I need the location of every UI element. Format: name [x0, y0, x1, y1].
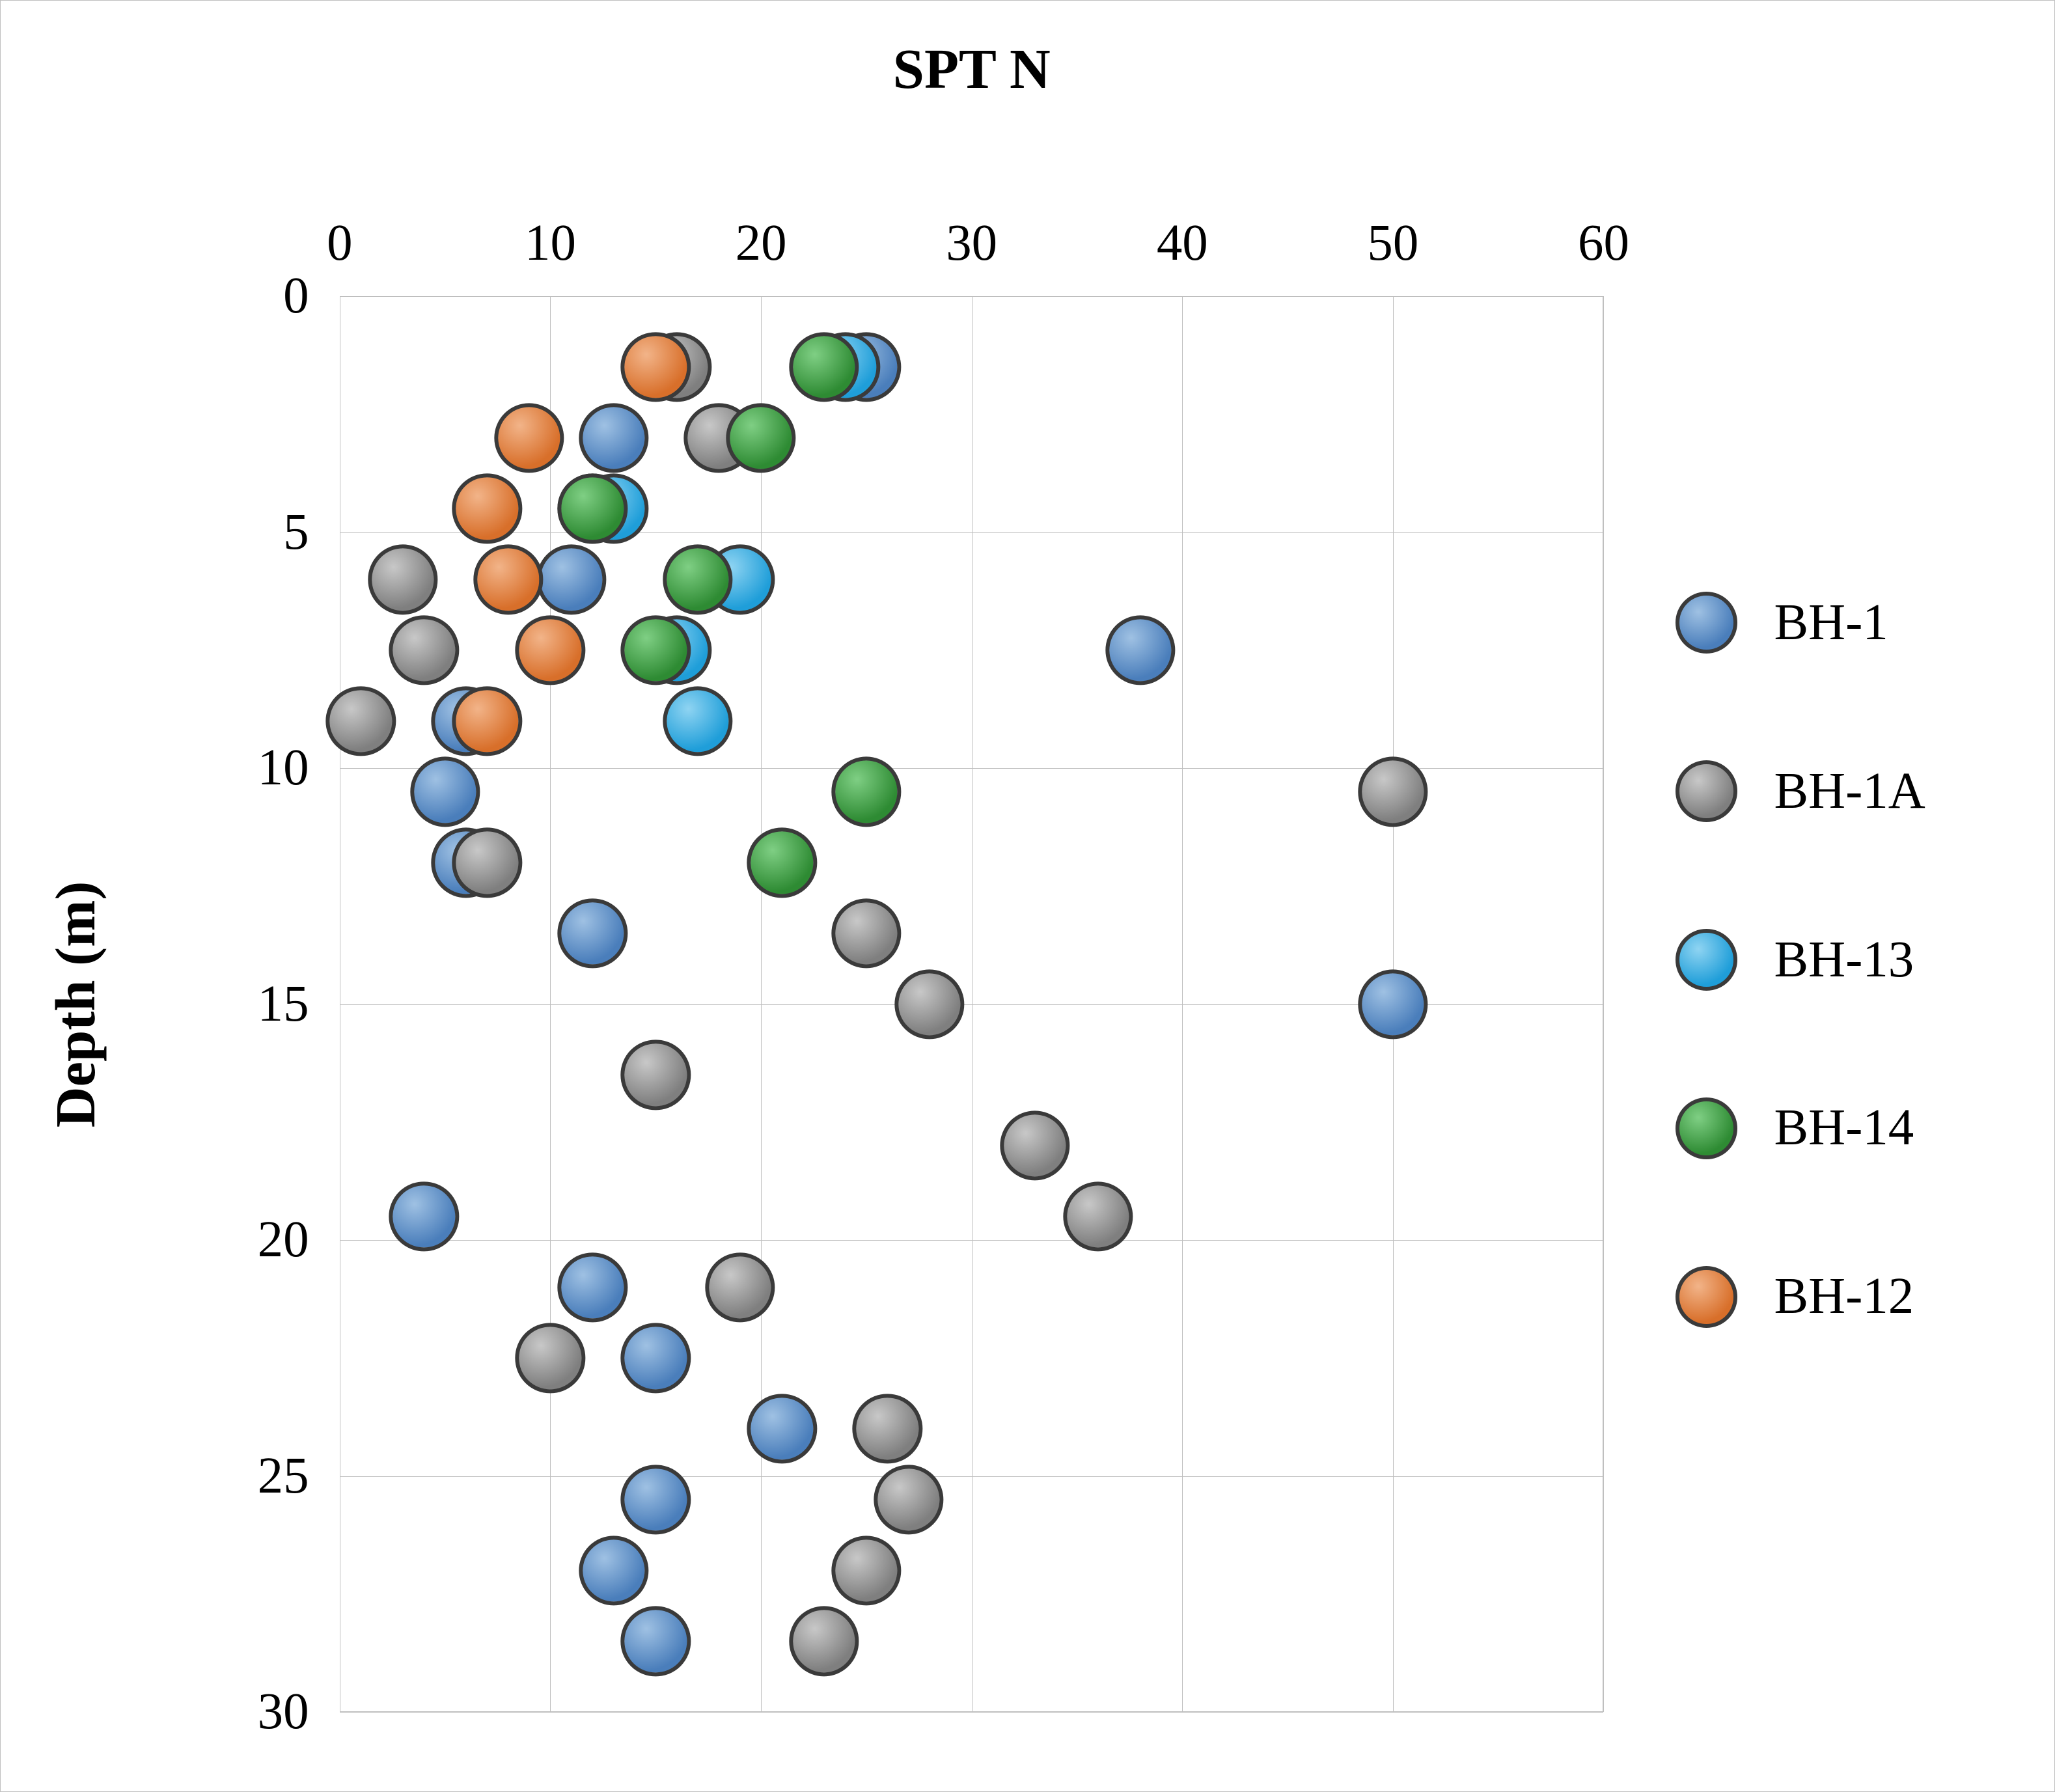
- grid-line-horizontal: [340, 296, 1604, 297]
- data-point: [789, 1606, 859, 1676]
- data-point: [1105, 615, 1175, 685]
- y-tick-label: 15: [258, 975, 309, 1034]
- data-point: [326, 686, 396, 756]
- legend-item: BH-14: [1676, 1097, 1925, 1159]
- data-point: [368, 545, 437, 614]
- data-point: [558, 898, 628, 968]
- x-tick-label: 30: [946, 214, 997, 273]
- data-point: [452, 686, 522, 756]
- y-tick-label: 25: [258, 1447, 309, 1506]
- legend-marker: [1676, 592, 1737, 654]
- data-point: [389, 1181, 459, 1251]
- data-point: [494, 403, 564, 473]
- data-point: [410, 757, 480, 827]
- legend-item: BH-1A: [1676, 760, 1925, 822]
- data-point: [579, 403, 648, 473]
- legend-label: BH-13: [1774, 931, 1914, 989]
- data-point: [705, 1252, 775, 1322]
- x-tick-label: 0: [327, 214, 352, 273]
- grid-line-horizontal: [340, 1476, 1604, 1477]
- x-tick-label: 50: [1367, 214, 1418, 273]
- data-point: [1358, 757, 1427, 827]
- data-point: [516, 1323, 585, 1393]
- legend-label: BH-1: [1774, 594, 1888, 652]
- data-point: [874, 1465, 943, 1534]
- data-point: [389, 615, 459, 685]
- y-tick-label: 30: [258, 1683, 309, 1741]
- y-tick-label: 0: [283, 267, 309, 325]
- grid-line-horizontal: [340, 1240, 1604, 1241]
- data-point: [1063, 1181, 1133, 1251]
- data-point: [621, 615, 691, 685]
- y-tick-label: 20: [258, 1211, 309, 1269]
- legend-label: BH-12: [1774, 1267, 1914, 1326]
- legend-marker: [1676, 1266, 1737, 1328]
- data-point: [621, 1323, 691, 1393]
- legend-marker: [1676, 929, 1737, 991]
- grid-line-horizontal: [340, 1712, 1604, 1713]
- legend: BH-1 BH-1A BH-13 BH-14 BH-12: [1676, 592, 1925, 1434]
- data-point: [558, 474, 628, 544]
- legend-marker: [1676, 760, 1737, 822]
- data-point: [663, 686, 732, 756]
- grid-line-vertical: [1603, 296, 1604, 1712]
- x-tick-label: 20: [736, 214, 787, 273]
- plot-area: [340, 296, 1604, 1712]
- data-point: [621, 1040, 691, 1110]
- data-point: [621, 1606, 691, 1676]
- chart-container: SPT N Depth (m) BH-1 BH-1A BH-13 BH-14 BH-12…: [0, 0, 2055, 1792]
- data-point: [452, 828, 522, 898]
- legend-item: BH-13: [1676, 929, 1925, 991]
- y-axis-title: Depth (m): [43, 881, 108, 1127]
- chart-title: SPT N: [893, 36, 1051, 102]
- data-point: [452, 474, 522, 544]
- data-point: [831, 1536, 901, 1605]
- data-point: [831, 757, 901, 827]
- data-point: [621, 1465, 691, 1534]
- data-point: [1000, 1110, 1069, 1180]
- legend-label: BH-1A: [1774, 762, 1925, 821]
- data-point: [536, 545, 606, 614]
- data-point: [579, 1536, 648, 1605]
- data-point: [516, 615, 585, 685]
- y-tick-label: 10: [258, 739, 309, 797]
- legend-item: BH-1: [1676, 592, 1925, 654]
- x-tick-label: 10: [525, 214, 576, 273]
- x-tick-label: 60: [1578, 214, 1629, 273]
- legend-marker: [1676, 1097, 1737, 1159]
- legend-label: BH-14: [1774, 1099, 1914, 1157]
- data-point: [663, 545, 732, 614]
- data-point: [726, 403, 795, 473]
- data-point: [831, 898, 901, 968]
- legend-item: BH-12: [1676, 1266, 1925, 1328]
- data-point: [747, 828, 817, 898]
- grid-line-horizontal: [340, 532, 1604, 533]
- data-point: [789, 332, 859, 402]
- data-point: [894, 969, 964, 1039]
- data-point: [558, 1252, 628, 1322]
- data-point: [853, 1394, 922, 1463]
- data-point: [747, 1394, 817, 1463]
- data-point: [621, 332, 691, 402]
- y-tick-label: 5: [283, 503, 309, 562]
- data-point: [473, 545, 543, 614]
- x-tick-label: 40: [1157, 214, 1208, 273]
- data-point: [1358, 969, 1427, 1039]
